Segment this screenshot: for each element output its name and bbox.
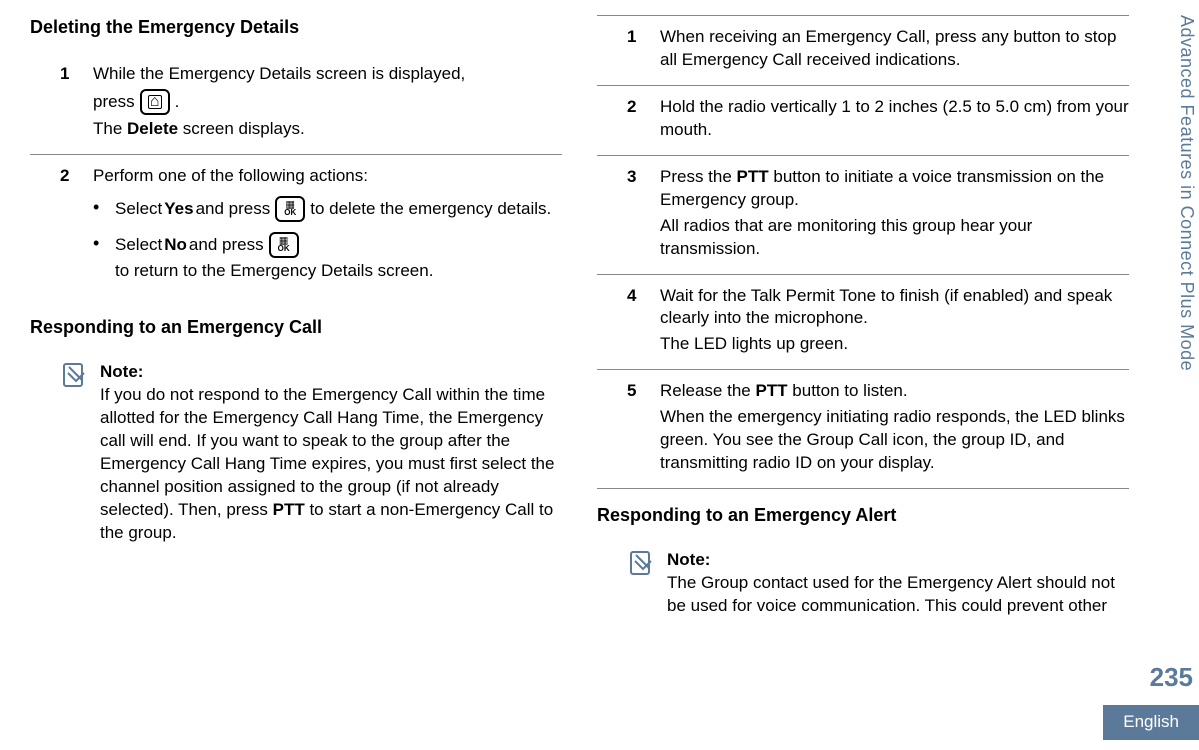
- ok-key-icon: [275, 196, 305, 222]
- note-title: Note:: [100, 361, 562, 384]
- step-text: The Delete screen displays.: [93, 118, 562, 141]
- ok-key-icon: [269, 232, 299, 258]
- note-block: Note: The Group contact used for the Eme…: [597, 541, 1129, 626]
- note-icon: [627, 549, 655, 577]
- note-title: Note:: [667, 549, 1129, 572]
- note-text: If you do not respond to the Emergency C…: [100, 384, 562, 545]
- step-text: The LED lights up green.: [660, 333, 1129, 356]
- step-2: 2 Perform one of the following actions: …: [30, 155, 562, 303]
- step-text: press .: [93, 89, 562, 115]
- step-body: While the Emergency Details screen is di…: [93, 63, 562, 144]
- step-text: Wait for the Talk Permit Tone to finish …: [660, 285, 1129, 331]
- page-number: 235: [1150, 660, 1193, 695]
- left-column: Deleting the Emergency Details 1 While t…: [30, 15, 562, 735]
- step-1: 1 When receiving an Emergency Call, pres…: [597, 15, 1129, 86]
- step-3: 3 Press the PTT button to initiate a voi…: [597, 156, 1129, 275]
- step-body: When receiving an Emergency Call, press …: [660, 26, 1129, 75]
- step-text: When receiving an Emergency Call, press …: [660, 26, 1129, 72]
- step-body: Perform one of the following actions: • …: [93, 165, 562, 293]
- step-body: Wait for the Talk Permit Tone to finish …: [660, 285, 1129, 360]
- note-body: Note: If you do not respond to the Emerg…: [100, 361, 562, 545]
- note-icon: [60, 361, 88, 389]
- step-2: 2 Hold the radio vertically 1 to 2 inche…: [597, 86, 1129, 156]
- side-tab: Advanced Features in Connect Plus Mode: [1175, 15, 1199, 371]
- step-text: Press the PTT button to initiate a voice…: [660, 166, 1129, 212]
- step-number: 1: [627, 26, 642, 75]
- step-number: 2: [627, 96, 642, 145]
- step-number: 5: [627, 380, 642, 478]
- step-number: 2: [60, 165, 75, 293]
- step-text: Perform one of the following actions:: [93, 165, 562, 188]
- bullet-item: • Select No and press to return to the E…: [93, 232, 562, 283]
- note-body: Note: The Group contact used for the Eme…: [667, 549, 1129, 618]
- step-text: All radios that are monitoring this grou…: [660, 215, 1129, 261]
- heading-responding-call: Responding to an Emergency Call: [30, 315, 562, 339]
- step-5: 5 Release the PTT button to listen. When…: [597, 370, 1129, 489]
- heading-responding-alert: Responding to an Emergency Alert: [597, 503, 1129, 527]
- step-number: 1: [60, 63, 75, 144]
- step-text: When the emergency initiating radio resp…: [660, 406, 1129, 475]
- step-body: Release the PTT button to listen. When t…: [660, 380, 1129, 478]
- step-text: Hold the radio vertically 1 to 2 inches …: [660, 96, 1129, 142]
- step-4: 4 Wait for the Talk Permit Tone to finis…: [597, 275, 1129, 371]
- home-key-icon: [140, 89, 170, 115]
- heading-deleting: Deleting the Emergency Details: [30, 15, 562, 39]
- bullet-text: Select No and press to return to the Eme…: [115, 232, 562, 283]
- bullet-item: • Select Yes and press to delete the eme…: [93, 196, 562, 222]
- step-text: Release the PTT button to listen.: [660, 380, 1129, 403]
- bullet-text: Select Yes and press to delete the emerg…: [115, 196, 562, 222]
- step-body: Press the PTT button to initiate a voice…: [660, 166, 1129, 264]
- step-text: While the Emergency Details screen is di…: [93, 63, 562, 86]
- note-block: Note: If you do not respond to the Emerg…: [30, 353, 562, 553]
- bullet-dot: •: [93, 232, 101, 283]
- language-tab: English: [1103, 705, 1199, 740]
- step-number: 4: [627, 285, 642, 360]
- note-text: The Group contact used for the Emergency…: [667, 572, 1129, 618]
- step-body: Hold the radio vertically 1 to 2 inches …: [660, 96, 1129, 145]
- step-1: 1 While the Emergency Details screen is …: [30, 53, 562, 155]
- bullet-list: • Select Yes and press to delete the eme…: [93, 196, 562, 283]
- step-number: 3: [627, 166, 642, 264]
- right-column: 1 When receiving an Emergency Call, pres…: [597, 15, 1159, 735]
- bullet-dot: •: [93, 196, 101, 222]
